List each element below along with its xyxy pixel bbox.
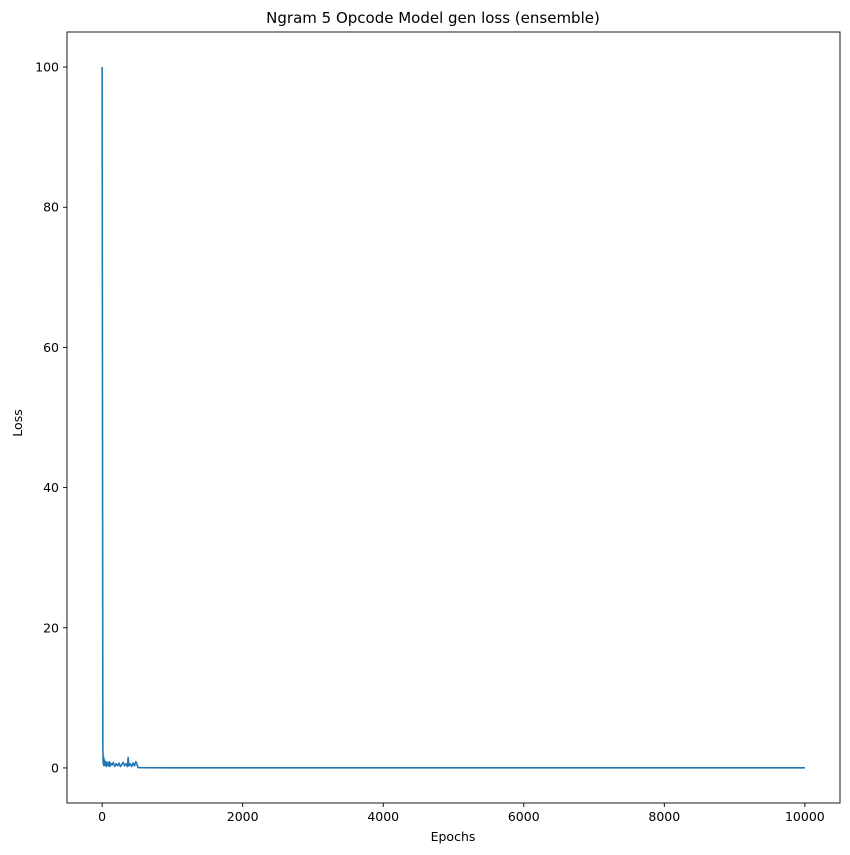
y-tick-label: 100 <box>35 60 59 75</box>
y-tick-label: 80 <box>43 200 59 215</box>
x-tick-label: 2000 <box>227 809 259 824</box>
x-tick-label: 6000 <box>508 809 540 824</box>
x-tick-label: 8000 <box>648 809 680 824</box>
x-tick-label: 10000 <box>785 809 825 824</box>
x-tick-label: 0 <box>98 809 106 824</box>
chart-title: Ngram 5 Opcode Model gen loss (ensemble) <box>266 9 600 27</box>
plot-frame <box>66 31 841 804</box>
y-axis-label: Loss <box>10 409 25 436</box>
y-tick-label: 60 <box>43 340 59 355</box>
y-tick-label: 20 <box>43 620 59 635</box>
y-tick-label: 0 <box>51 760 59 775</box>
x-axis-label: Epochs <box>431 829 476 844</box>
x-tick-label: 4000 <box>367 809 399 824</box>
y-tick-label: 40 <box>43 480 59 495</box>
plot-area: 0 2000 4000 6000 8000 10000 0 20 40 60 80 100 <box>35 31 841 824</box>
series-line-0 <box>101 67 805 769</box>
